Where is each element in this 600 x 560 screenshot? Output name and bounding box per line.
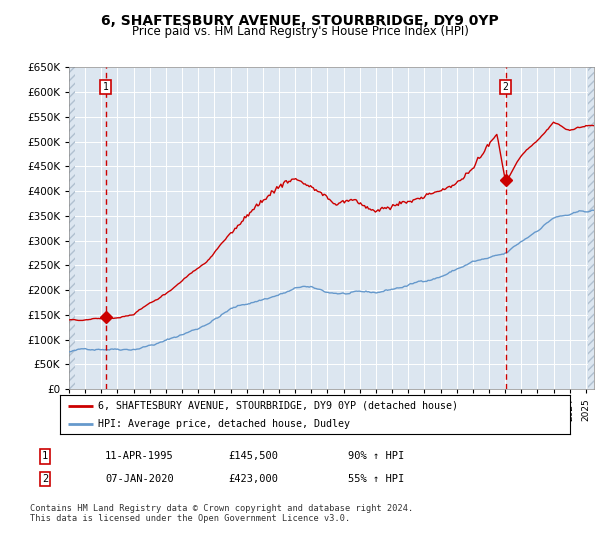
Text: HPI: Average price, detached house, Dudley: HPI: Average price, detached house, Dudl… <box>98 419 350 429</box>
Text: 2: 2 <box>503 82 509 92</box>
Text: 90% ↑ HPI: 90% ↑ HPI <box>348 451 404 461</box>
Bar <box>69 67 74 389</box>
Text: 07-JAN-2020: 07-JAN-2020 <box>105 474 174 484</box>
Text: £145,500: £145,500 <box>228 451 278 461</box>
Text: 1: 1 <box>42 451 48 461</box>
Text: 11-APR-1995: 11-APR-1995 <box>105 451 174 461</box>
Text: Price paid vs. HM Land Registry's House Price Index (HPI): Price paid vs. HM Land Registry's House … <box>131 25 469 38</box>
Text: £423,000: £423,000 <box>228 474 278 484</box>
Text: 55% ↑ HPI: 55% ↑ HPI <box>348 474 404 484</box>
Text: 2: 2 <box>42 474 48 484</box>
Text: 1: 1 <box>103 82 109 92</box>
Text: Contains HM Land Registry data © Crown copyright and database right 2024.
This d: Contains HM Land Registry data © Crown c… <box>30 504 413 524</box>
Text: 6, SHAFTESBURY AVENUE, STOURBRIDGE, DY9 0YP: 6, SHAFTESBURY AVENUE, STOURBRIDGE, DY9 … <box>101 14 499 28</box>
Bar <box>589 67 594 389</box>
Text: 6, SHAFTESBURY AVENUE, STOURBRIDGE, DY9 0YP (detached house): 6, SHAFTESBURY AVENUE, STOURBRIDGE, DY9 … <box>98 401 458 411</box>
